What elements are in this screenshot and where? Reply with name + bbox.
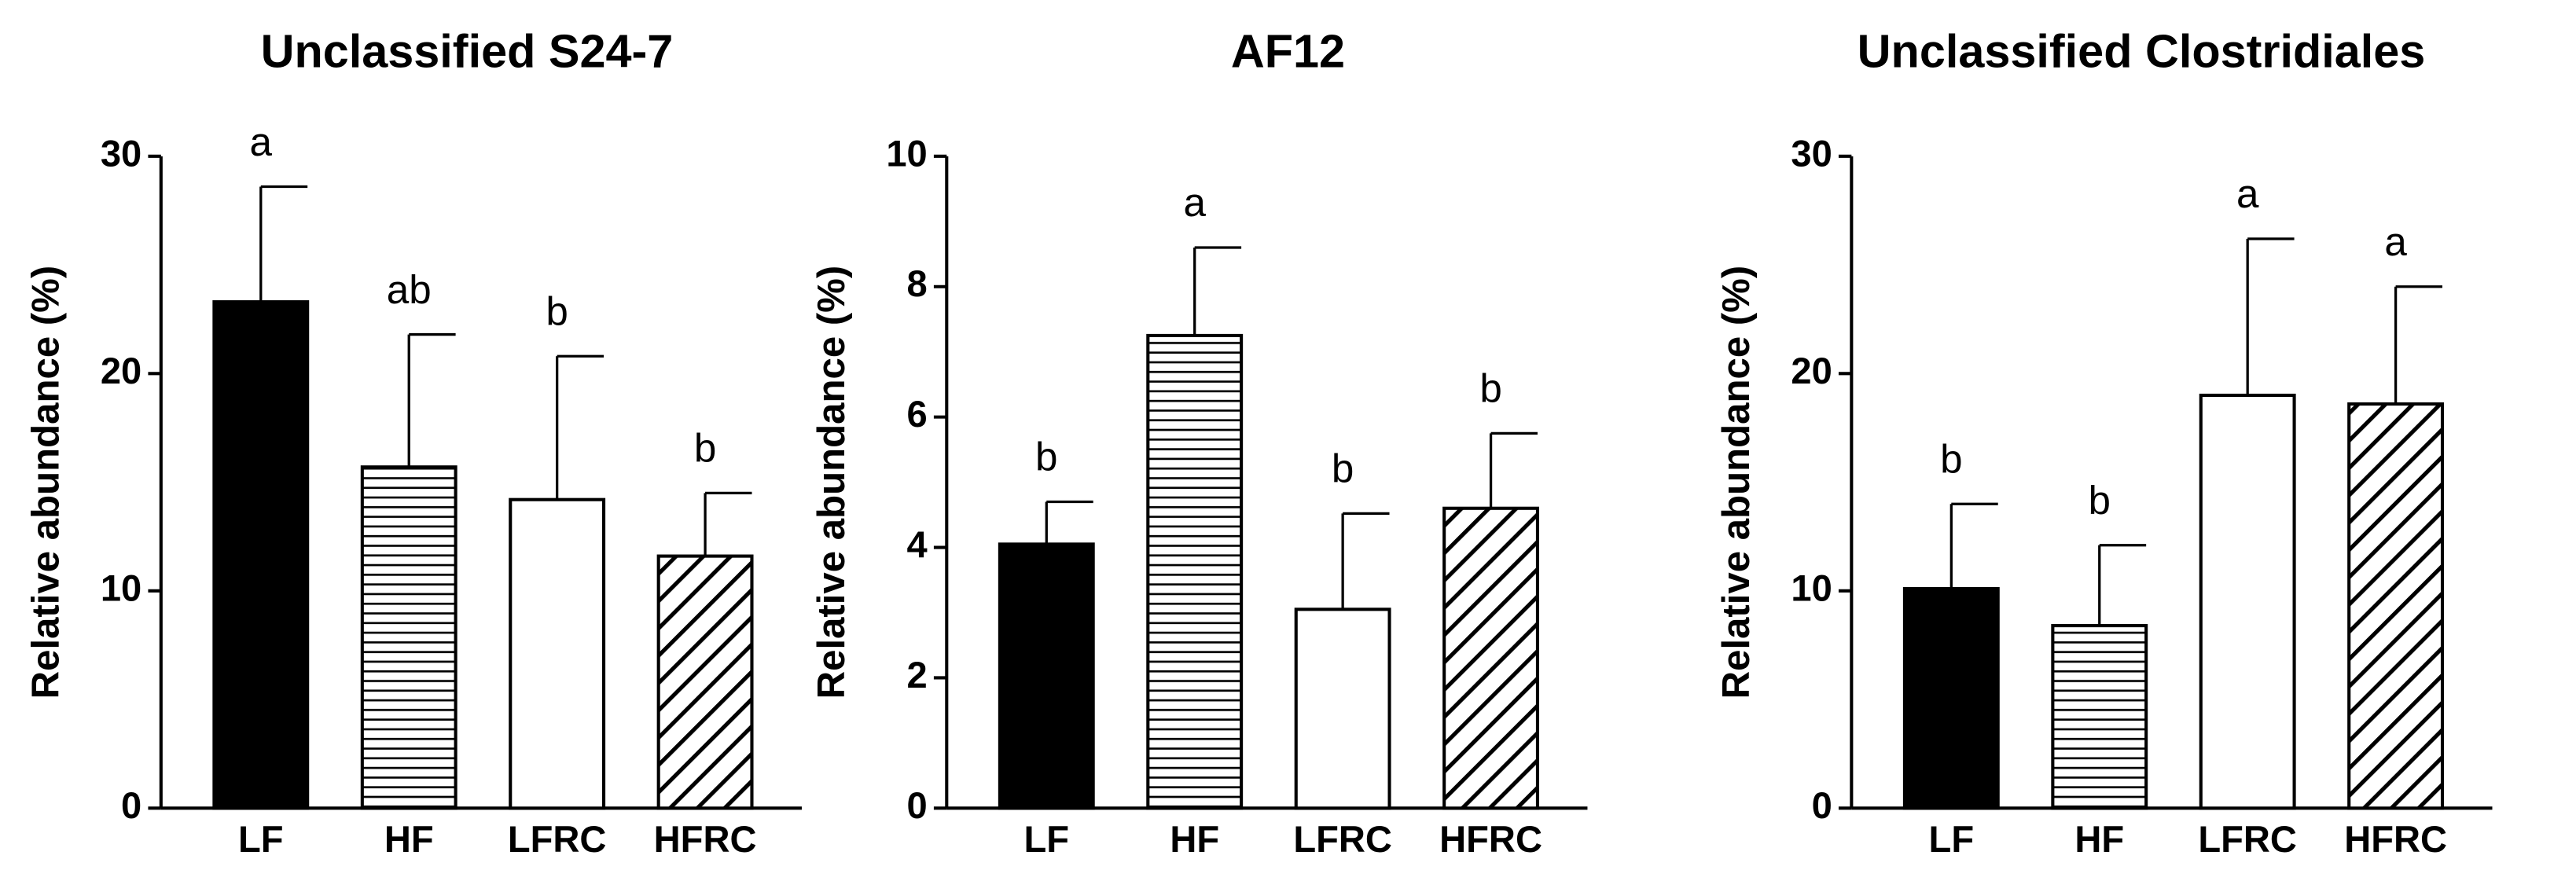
bar (998, 542, 1095, 810)
chart-title: Unclassified Clostridiales (1858, 24, 2426, 77)
x-tick-label: LFRC (508, 818, 607, 860)
significance-letter: b (1940, 437, 1962, 482)
y-tick-label: 0 (121, 784, 141, 826)
y-tick-label: 10 (101, 567, 141, 608)
y-tick-label: 20 (1791, 350, 1832, 391)
bar (509, 497, 606, 810)
significance-letter: b (1332, 446, 1354, 491)
significance-letter: b (546, 288, 568, 333)
x-tick-label: HF (1170, 818, 1219, 860)
y-axis-label: Relative abundance (%) (1715, 266, 1758, 699)
significance-letter: b (694, 426, 716, 471)
y-tick-label: 0 (907, 784, 928, 826)
y-tick-label: 10 (1791, 567, 1832, 608)
x-tick-label: HF (384, 818, 434, 860)
y-tick-label: 10 (886, 132, 927, 174)
bar (212, 300, 310, 810)
x-tick-label: LF (1929, 818, 1975, 860)
bar (2051, 624, 2148, 810)
bar (656, 554, 754, 810)
chart-title: Unclassified S24-7 (261, 24, 674, 77)
y-axis-label: Relative abundance (%) (810, 266, 853, 699)
x-tick-label: HFRC (1439, 818, 1542, 860)
y-tick-label: 4 (907, 523, 928, 565)
significance-letter: a (2384, 219, 2407, 264)
x-tick-label: HF (2074, 818, 2124, 860)
bar (2199, 393, 2296, 810)
y-axis-label: Relative abundance (%) (24, 266, 67, 699)
bar (1902, 587, 2000, 810)
y-tick-label: 2 (907, 654, 928, 696)
bar (1442, 506, 1540, 810)
x-tick-label: LFRC (2198, 818, 2297, 860)
y-tick-label: 0 (1812, 784, 1832, 826)
bar (2347, 402, 2445, 810)
significance-letter: a (1183, 180, 1206, 225)
bar (360, 465, 458, 810)
y-tick-label: 8 (907, 262, 928, 304)
chart-title: AF12 (1231, 24, 1345, 77)
significance-letter: b (2089, 478, 2111, 523)
significance-letter: b (1035, 435, 1057, 479)
significance-letter: b (1479, 366, 1501, 411)
bar (1294, 608, 1391, 810)
y-tick-label: 6 (907, 393, 928, 435)
x-tick-label: LF (1024, 818, 1070, 860)
y-tick-label: 20 (101, 350, 141, 391)
x-tick-label: LF (238, 818, 284, 860)
significance-letter: a (2236, 171, 2259, 216)
x-tick-label: HFRC (2344, 818, 2447, 860)
bar (1146, 333, 1244, 810)
significance-letter: ab (387, 267, 432, 312)
y-tick-label: 30 (1791, 132, 1832, 174)
y-tick-label: 30 (101, 132, 141, 174)
x-tick-label: LFRC (1293, 818, 1392, 860)
significance-letter: a (250, 119, 273, 164)
x-tick-label: HFRC (654, 818, 757, 860)
